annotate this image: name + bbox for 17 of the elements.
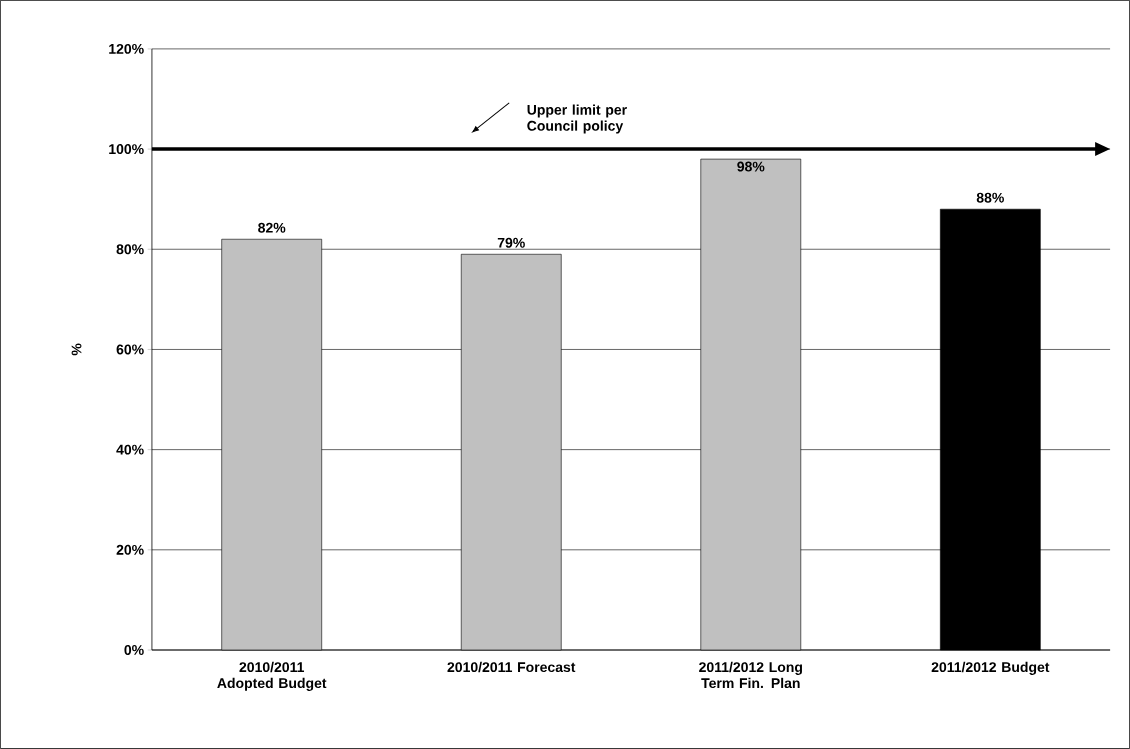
y-axis-title: % xyxy=(71,343,82,356)
y-tick-label: 20% xyxy=(116,544,144,555)
data-label: 82% xyxy=(258,222,286,233)
x-tick-label: 2011/2012 Budget xyxy=(931,661,1050,675)
y-tick-label: 120% xyxy=(109,43,144,54)
x-tick-label: 2010/2011 Forecast xyxy=(447,661,576,673)
y-tick-label: 40% xyxy=(116,444,144,455)
x-tick-label: 2011/2012 Long Term Fin. Plan xyxy=(699,661,802,689)
y-tick-label: 100% xyxy=(109,144,144,155)
x-tick-label: 2010/2011 Adopted Budget xyxy=(217,661,327,691)
data-label: 79% xyxy=(497,237,525,248)
y-tick-label: 0% xyxy=(124,645,144,655)
data-label: 88% xyxy=(976,192,1004,203)
data-label: 98% xyxy=(737,161,765,172)
y-tick-label: 80% xyxy=(116,244,144,255)
legend-label: Upper limit per Council policy xyxy=(527,104,627,134)
y-tick-label: 60% xyxy=(116,344,144,355)
